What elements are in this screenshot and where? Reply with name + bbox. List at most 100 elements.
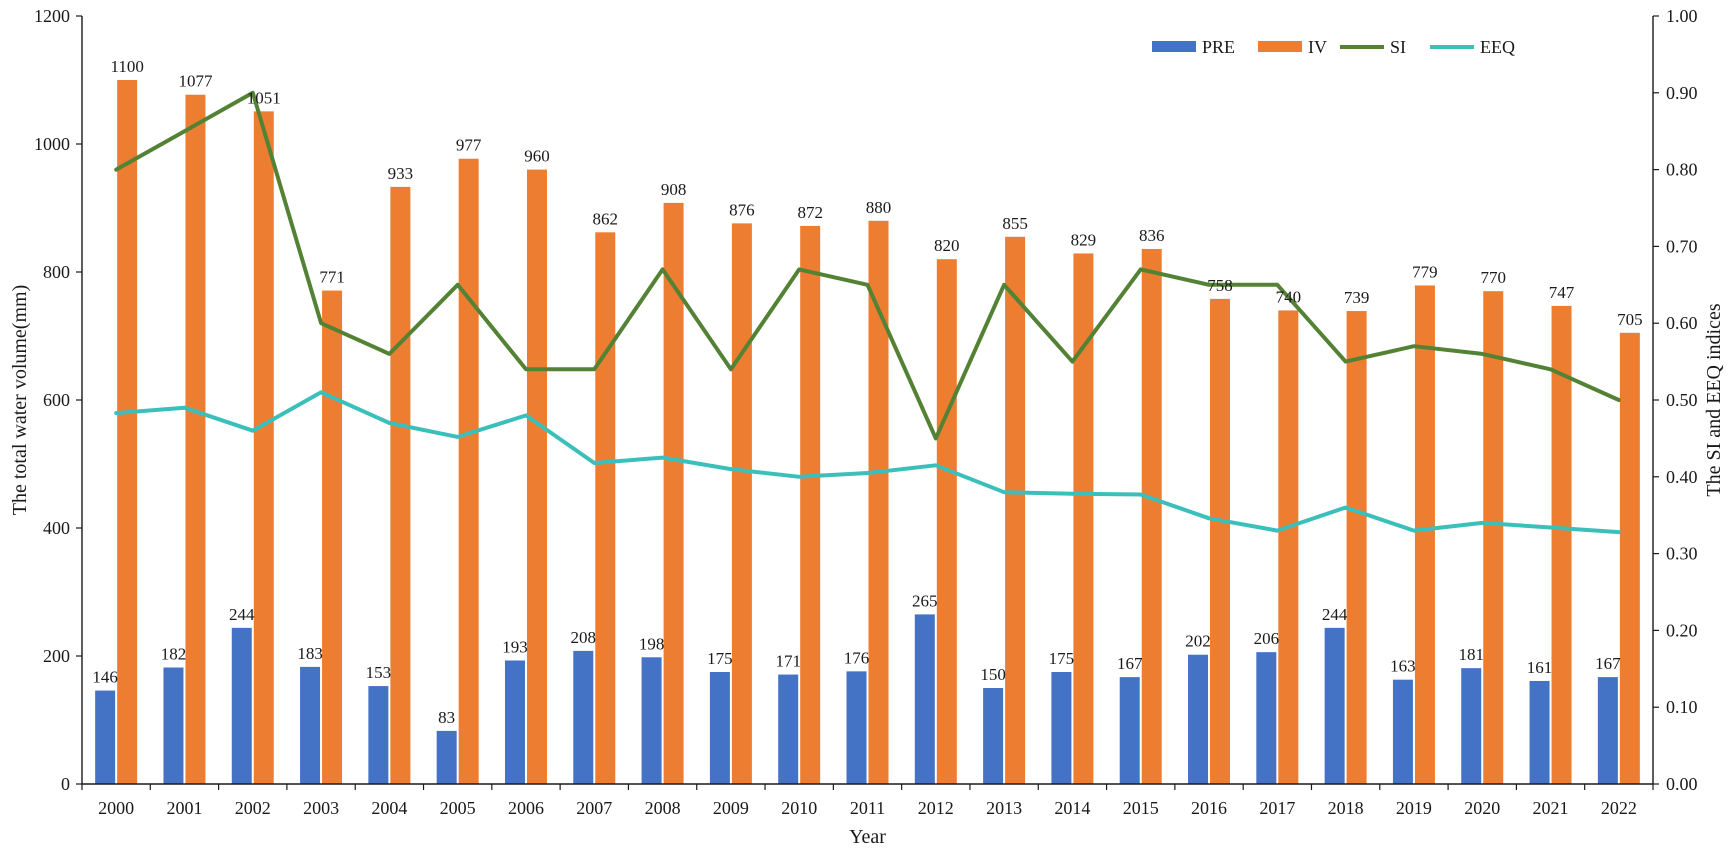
iv-value-label: 862	[593, 209, 619, 228]
iv-bar-2014	[1073, 253, 1094, 784]
pre-value-label: 202	[1185, 632, 1211, 651]
iv-bar-2008	[663, 202, 684, 784]
left-tick-label: 1000	[34, 134, 70, 154]
x-tick-label: 2011	[850, 798, 885, 818]
iv-value-label: 855	[1002, 214, 1028, 233]
right-tick-label: 0.20	[1666, 620, 1698, 640]
right-tick-label: 0.70	[1666, 236, 1698, 256]
iv-bar-2020	[1483, 291, 1504, 784]
left-axis-title: The total water volume(mm)	[9, 285, 31, 515]
x-tick-label: 2013	[986, 798, 1022, 818]
iv-bar-2002	[253, 111, 274, 785]
iv-bar-2019	[1414, 285, 1435, 784]
left-tick-label: 0	[61, 774, 70, 794]
pre-bar-2005	[436, 730, 457, 784]
iv-value-label: 876	[729, 200, 755, 219]
pre-bar-2022	[1597, 677, 1618, 784]
pre-value-label: 163	[1390, 657, 1416, 676]
iv-bar-2022	[1619, 332, 1640, 784]
iv-bar-2015	[1141, 248, 1162, 784]
pre-bar-2014	[1051, 672, 1072, 784]
iv-value-label: 836	[1139, 226, 1165, 245]
pre-value-label: 153	[366, 663, 392, 682]
iv-value-label: 1077	[178, 72, 213, 91]
x-axis-title: Year	[849, 826, 886, 848]
pre-value-label: 146	[92, 668, 118, 687]
iv-bars	[117, 80, 1640, 785]
right-tick-label: 0.80	[1666, 160, 1698, 180]
eeq-legend-label: EEQ	[1480, 37, 1515, 57]
right-tick-label: 0.30	[1666, 544, 1698, 564]
pre-value-label: 175	[1049, 649, 1075, 668]
axes: 0 200 400 600 800 1000 1200 0.00 0.10 0.20 0.30 0.4…	[9, 6, 1725, 848]
pre-value-label: 150	[980, 665, 1006, 684]
iv-bar-2006	[526, 169, 547, 785]
iv-value-label: 770	[1480, 268, 1506, 287]
pre-value-label: 83	[438, 708, 455, 727]
pre-bar-2008	[641, 657, 662, 784]
pre-bar-2003	[300, 666, 321, 784]
pre-bar-2009	[709, 672, 730, 784]
pre-value-label: 244	[1322, 605, 1348, 624]
iv-bar-2012	[936, 259, 957, 784]
pre-legend-swatch	[1152, 41, 1196, 52]
pre-bar-2011	[846, 671, 867, 784]
x-tick-label: 2015	[1123, 798, 1159, 818]
x-tick-label: 2016	[1191, 798, 1227, 818]
data-labels: 146 1100 182 1077 244 1051 183 771 153 933 83 977 19…	[92, 57, 1642, 727]
iv-bar-2004	[390, 186, 411, 784]
pre-value-label: 175	[707, 649, 733, 668]
iv-bar-2000	[117, 80, 138, 784]
si-line	[114, 90, 1621, 441]
x-tick-label: 2019	[1396, 798, 1432, 818]
x-tick-label: 2001	[166, 798, 202, 818]
left-tick-label: 200	[43, 646, 70, 666]
iv-bar-2010	[800, 225, 821, 785]
iv-bar-2013	[1005, 236, 1026, 785]
iv-bar-2021	[1551, 305, 1572, 784]
pre-bar-2016	[1188, 654, 1209, 784]
iv-value-label: 960	[524, 147, 550, 166]
left-tick-label: 800	[43, 262, 70, 282]
right-tick-label: 0.00	[1666, 774, 1698, 794]
right-tick-label: 0.10	[1666, 697, 1698, 717]
right-tick-label: 0.40	[1666, 467, 1698, 487]
x-tick-label: 2006	[508, 798, 544, 818]
iv-value-label: 771	[319, 268, 345, 287]
eeq-line	[114, 390, 1621, 535]
x-tick-label: 2012	[918, 798, 954, 818]
pre-value-label: 265	[912, 591, 938, 610]
si-legend-label: SI	[1390, 37, 1406, 57]
x-tick-label: 2004	[371, 798, 407, 818]
pre-value-label: 176	[844, 648, 870, 667]
right-tick-label: 0.60	[1666, 313, 1698, 333]
pre-bar-2010	[778, 674, 799, 784]
pre-value-label: 167	[1117, 654, 1143, 673]
iv-value-label: 829	[1071, 230, 1097, 249]
iv-value-label: 705	[1617, 310, 1643, 329]
iv-bar-2018	[1346, 311, 1367, 784]
x-tick-label: 2008	[645, 798, 681, 818]
x-tick-label: 2010	[781, 798, 817, 818]
iv-value-label: 820	[934, 236, 960, 255]
x-tick-label: 2018	[1328, 798, 1364, 818]
iv-bar-2005	[458, 158, 479, 785]
pre-bar-2019	[1392, 679, 1413, 784]
iv-legend-label: IV	[1308, 37, 1327, 57]
iv-bar-2001	[185, 94, 206, 785]
x-tick-label: 2014	[1054, 798, 1090, 818]
pre-bar-2004	[368, 686, 389, 784]
index-lines	[114, 90, 1621, 535]
right-axis-title: The SI and EEQ indices	[1703, 303, 1725, 496]
right-tick-label: 0.50	[1666, 390, 1698, 410]
pre-value-label: 183	[297, 644, 323, 663]
pre-value-label: 171	[775, 652, 801, 671]
iv-value-label: 1100	[110, 57, 143, 76]
left-tick-label: 600	[43, 390, 70, 410]
iv-value-label: 747	[1549, 283, 1575, 302]
pre-bar-2002	[231, 627, 252, 784]
iv-bar-2017	[1278, 310, 1299, 784]
x-tick-label: 2022	[1601, 798, 1637, 818]
iv-bar-2009	[731, 223, 752, 785]
x-tick-label: 2005	[440, 798, 476, 818]
